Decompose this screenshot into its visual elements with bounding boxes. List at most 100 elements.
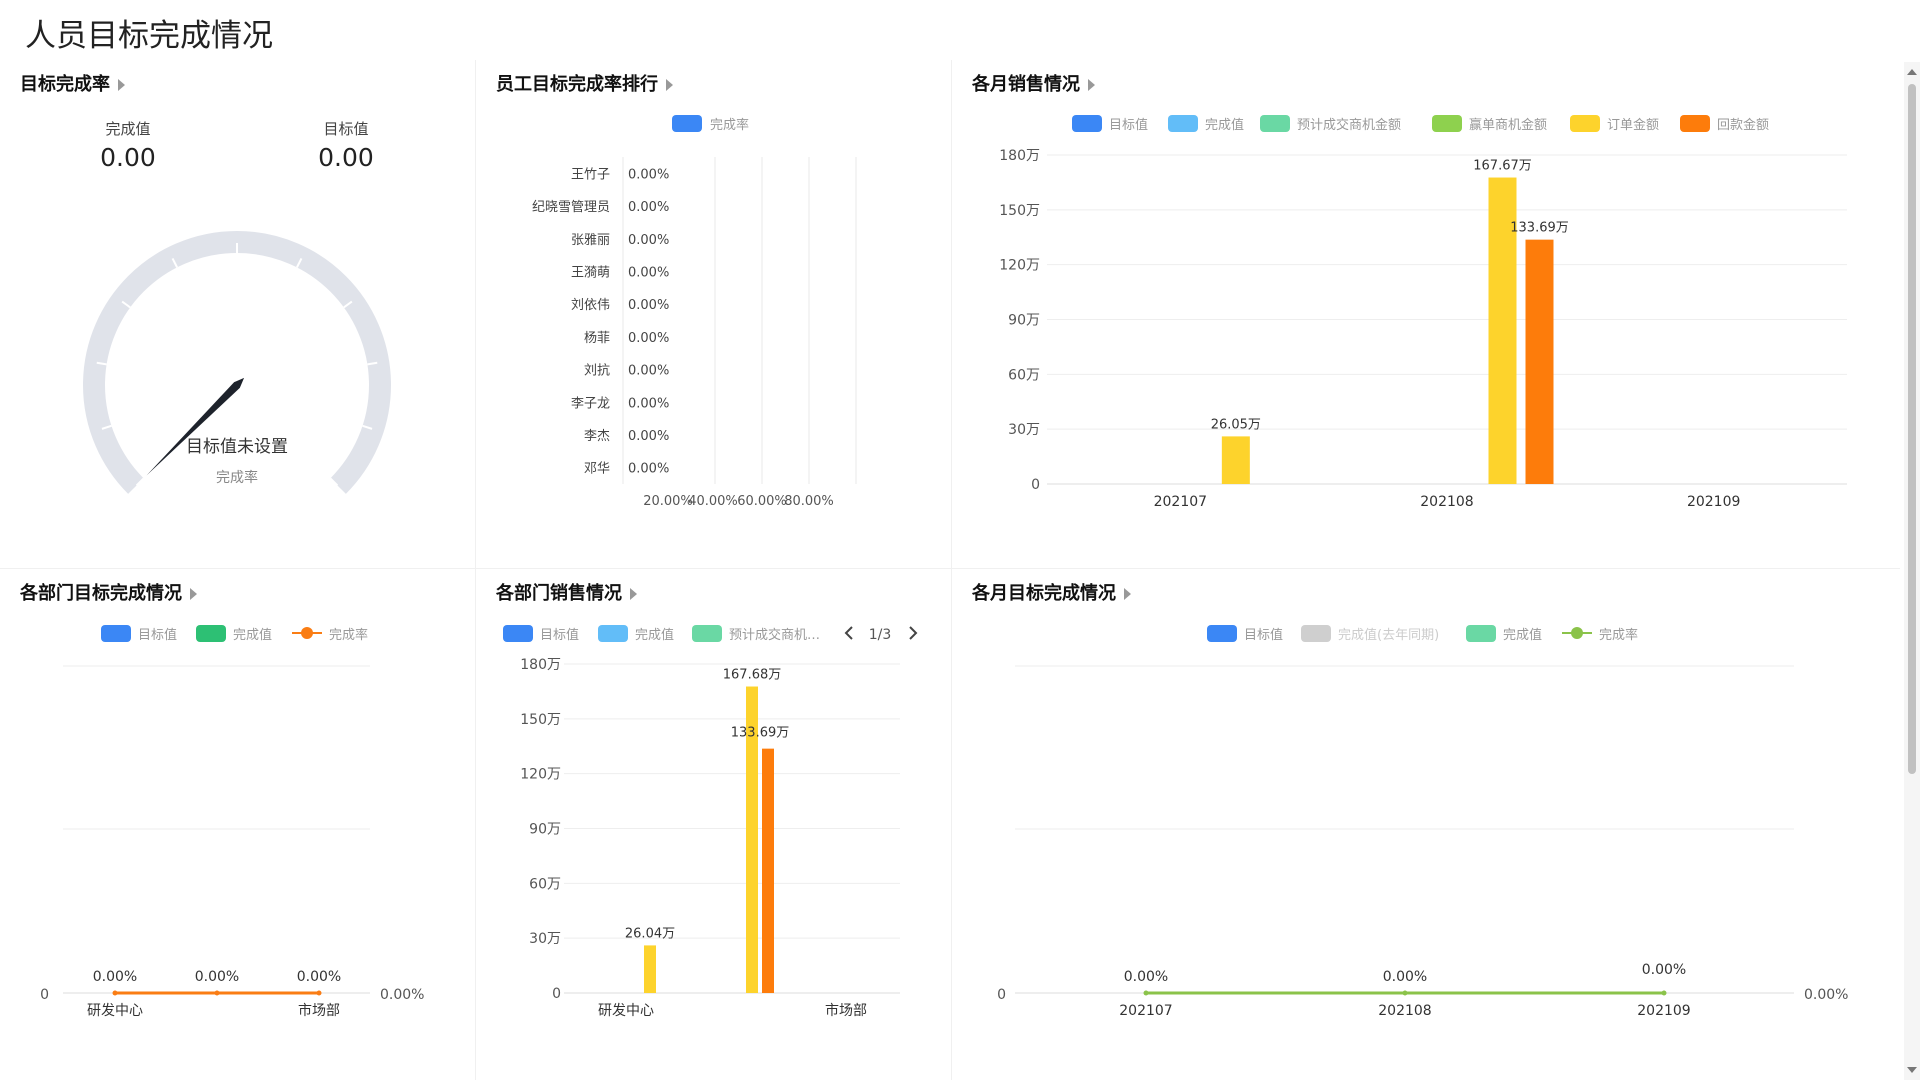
x-tick-label: 市场部	[825, 1002, 867, 1019]
legend-label[interactable]: 回款金额	[1717, 117, 1769, 133]
gauge-tick	[171, 258, 178, 268]
x-tick-label: 市场部	[298, 1002, 340, 1019]
legend-swatch[interactable]	[672, 115, 702, 132]
legend-label[interactable]: 完成值	[1205, 117, 1244, 133]
expand-arrow-icon[interactable]	[190, 588, 197, 600]
y-tick-label: 刘依伟	[571, 298, 610, 313]
done-value-block: 完成值 0.00	[78, 118, 178, 172]
rate-point[interactable]	[1143, 990, 1149, 996]
panel-title[interactable]: 各月目标完成情况	[972, 579, 1131, 605]
legend-swatch[interactable]	[1168, 115, 1198, 132]
legend-label[interactable]: 完成值	[233, 627, 272, 643]
legend-label[interactable]: 完成值	[1503, 627, 1542, 643]
divider	[951, 60, 952, 1080]
legend-swatch[interactable]	[503, 625, 533, 642]
gauge-tick	[296, 258, 303, 268]
rate-point[interactable]	[1402, 990, 1408, 996]
chevron-left-icon[interactable]	[844, 626, 853, 640]
y-tick-label: 李杰	[584, 429, 610, 444]
gauge-tick	[135, 477, 145, 487]
legend-swatch[interactable]	[1570, 115, 1600, 132]
legend-label[interactable]: 完成值(去年同期)	[1338, 627, 1439, 643]
legend-swatch[interactable]	[598, 625, 628, 642]
target-value: 0.00	[318, 143, 374, 172]
panel-title[interactable]: 目标完成率	[20, 70, 125, 96]
panel-title[interactable]: 各月销售情况	[972, 70, 1095, 96]
bar[interactable]	[762, 748, 774, 993]
expand-arrow-icon[interactable]	[1088, 79, 1095, 91]
legend-label[interactable]: 目标值	[138, 627, 177, 643]
legend-label[interactable]: 赢单商机金额	[1469, 117, 1547, 133]
target-label: 目标值	[323, 120, 369, 138]
rate-point[interactable]	[1661, 990, 1667, 996]
y2-tick-label: 0.00%	[1804, 987, 1848, 1003]
legend-swatch[interactable]	[1680, 115, 1710, 132]
legend-swatch[interactable]	[196, 625, 226, 642]
legend-label[interactable]: 订单金额	[1607, 117, 1659, 133]
y-tick-label: 邓华	[584, 462, 610, 477]
done-label: 完成值	[105, 120, 151, 138]
legend-marker[interactable]	[301, 627, 313, 639]
legend-page-indicator: 1/3	[869, 627, 892, 643]
legend-label[interactable]: 目标值	[540, 627, 579, 643]
divider	[475, 60, 476, 1080]
panel-title[interactable]: 各部门销售情况	[496, 579, 637, 605]
bar[interactable]	[1525, 239, 1554, 484]
scroll-down-icon[interactable]	[1907, 1067, 1917, 1073]
data-label: 167.67万	[1473, 159, 1532, 174]
rate-point[interactable]	[214, 990, 220, 996]
legend-marker[interactable]	[1571, 627, 1583, 639]
x-tick-label: 202107	[1154, 494, 1207, 510]
data-label: 0.00%	[628, 298, 669, 313]
data-label: 0.00%	[195, 969, 239, 985]
y-tick-label: 李子龙	[571, 396, 610, 411]
legend-label[interactable]: 完成值	[635, 627, 674, 643]
expand-arrow-icon[interactable]	[630, 588, 637, 600]
legend-label[interactable]: 预计成交商机金额	[1297, 117, 1401, 133]
legend-swatch[interactable]	[1260, 115, 1290, 132]
scroll-up-icon[interactable]	[1907, 69, 1917, 75]
rate-point[interactable]	[112, 990, 118, 996]
dept-sales-chart: 目标值 完成值 预计成交商机… 1/3 0 30万 60万 90万 120万 150万 180万研发…	[503, 625, 918, 1019]
rate-point[interactable]	[316, 990, 322, 996]
legend-swatch[interactable]	[1432, 115, 1462, 132]
y-tick-label: 180万	[999, 148, 1040, 164]
legend-swatch[interactable]	[1466, 625, 1496, 642]
legend-label[interactable]: 目标值	[1244, 627, 1283, 643]
y-tick-label: 150万	[520, 712, 561, 728]
panel-title[interactable]: 各部门目标完成情况	[20, 579, 197, 605]
scroll-thumb[interactable]	[1908, 84, 1916, 774]
data-label: 26.05万	[1211, 417, 1261, 432]
data-label: 0.00%	[628, 462, 669, 477]
gauge-sub-text: 完成率	[216, 469, 258, 486]
target-value-block: 目标值 0.00	[296, 118, 396, 172]
legend-swatch[interactable]	[692, 625, 722, 642]
x-tick-label: 202107	[1119, 1003, 1172, 1019]
data-label: 0.00%	[628, 265, 669, 280]
y-tick-label: 90万	[1008, 313, 1040, 329]
legend-swatch[interactable]	[1072, 115, 1102, 132]
y-tick-label: 王漪萌	[571, 265, 610, 280]
data-label: 0.00%	[1124, 969, 1168, 985]
expand-arrow-icon[interactable]	[1124, 588, 1131, 600]
legend-label[interactable]: 完成率	[710, 117, 749, 133]
bar[interactable]	[1488, 177, 1517, 484]
gauge-tick	[367, 361, 378, 366]
data-label: 167.68万	[723, 668, 782, 683]
legend-label[interactable]: 完成率	[1599, 627, 1638, 643]
bar[interactable]	[644, 945, 656, 993]
legend-swatch[interactable]	[1207, 625, 1237, 642]
bar[interactable]	[1221, 436, 1250, 484]
expand-arrow-icon[interactable]	[666, 79, 673, 91]
legend-label[interactable]: 完成率	[329, 627, 368, 643]
legend-label[interactable]: 预计成交商机…	[729, 627, 820, 643]
legend-swatch[interactable]	[1301, 625, 1331, 642]
expand-arrow-icon[interactable]	[118, 79, 125, 91]
panel-title[interactable]: 员工目标完成率排行	[496, 70, 673, 96]
bar[interactable]	[746, 686, 758, 993]
legend-label[interactable]: 目标值	[1109, 117, 1148, 133]
chevron-right-icon[interactable]	[909, 626, 918, 640]
vertical-scrollbar[interactable]	[1904, 62, 1920, 1080]
y-tick-label: 0	[552, 986, 561, 1002]
legend-swatch[interactable]	[101, 625, 131, 642]
